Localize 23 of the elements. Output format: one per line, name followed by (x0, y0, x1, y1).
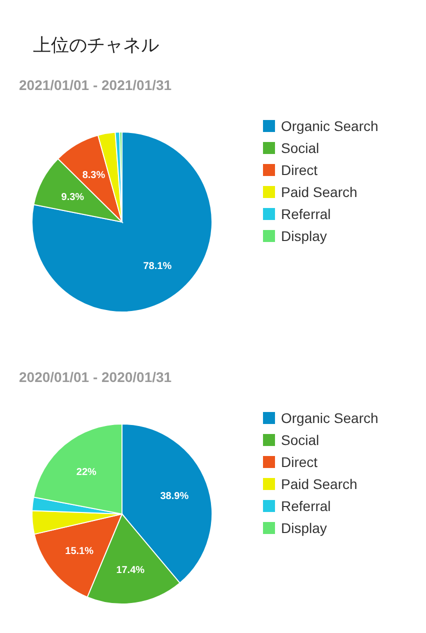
legend-label: Referral (281, 498, 331, 514)
chart-subtitle: 2021/01/01 - 2021/01/31 (19, 77, 172, 93)
legend-label: Paid Search (281, 184, 358, 200)
legend-label: Social (281, 432, 320, 448)
pie-slice (32, 132, 212, 312)
legend-label: Organic Search (281, 118, 378, 134)
legend-label: Display (281, 520, 327, 536)
data-label: 8.3% (82, 170, 106, 181)
chart-title: 上位のチャネル (33, 35, 159, 55)
data-label: 15.1% (65, 546, 94, 557)
legend-label: Display (281, 228, 327, 244)
chart-subtitle: 2020/01/01 - 2020/01/31 (19, 369, 172, 385)
data-label: 78.1% (143, 261, 172, 272)
data-label: 22% (76, 467, 97, 478)
legend-label: Referral (281, 206, 331, 222)
legend-label: Paid Search (281, 476, 358, 492)
legend-label: Direct (281, 454, 318, 470)
legend-label: Social (281, 140, 320, 156)
legend-label: Organic Search (281, 410, 378, 426)
data-label: 9.3% (61, 192, 84, 203)
legend-label: Direct (281, 162, 318, 178)
data-label: 17.4% (116, 565, 145, 576)
data-label: 38.9% (160, 490, 189, 502)
